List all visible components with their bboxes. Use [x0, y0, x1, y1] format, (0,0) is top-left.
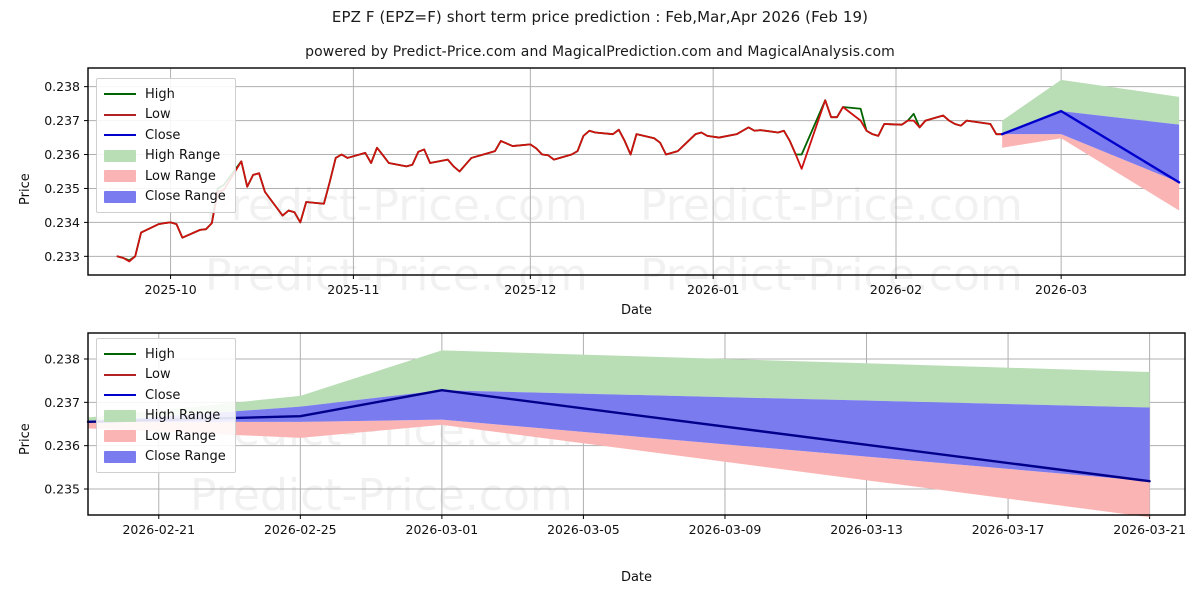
detail-xtick-label: 2026-03-01 [406, 522, 479, 537]
detail-axes-frame [87, 332, 1186, 516]
overview-plot-background [88, 68, 1185, 275]
detail-ytick-label: 0.235 [44, 482, 80, 497]
overview-legend-swatch-high [104, 88, 136, 100]
overview-legend-label: Close [145, 127, 181, 143]
detail-xtick-label: 2026-02-21 [122, 522, 195, 537]
overview-legend-label: High Range [145, 148, 221, 164]
page-subtitle: powered by Predict-Price.com and Magical… [305, 44, 895, 60]
overview-ytick-label: 0.238 [44, 79, 80, 94]
detail-xtick-label: 2026-03-21 [1113, 522, 1186, 537]
detail-legend-item-low: Low [104, 365, 226, 386]
detail-legend-swatch-close [104, 389, 136, 401]
overview-xtick-label: 2026-03 [1035, 282, 1087, 297]
overview-legend-label: Low [145, 107, 171, 123]
overview-ytick-label: 0.236 [44, 147, 80, 162]
overview-legend-item-close-range: Close Range [104, 187, 226, 208]
overview-chart-panel: Predict-Price.com Predict-Price.com Predic… [0, 60, 1200, 310]
overview-close-line [1000, 109, 1181, 184]
overview-close-range-band [1002, 111, 1180, 183]
overview-legend-item-low: Low [104, 105, 226, 126]
detail-legend-label: Low Range [145, 428, 216, 444]
overview-xtick-label: 2025-10 [144, 282, 196, 297]
overview-high-range-band [1002, 79, 1180, 135]
overview-legend-swatch-low [104, 109, 136, 121]
overview-legend-label: Close Range [145, 189, 226, 205]
overview-legend-item-low-range: Low Range [104, 166, 226, 187]
detail-ytick-label: 0.237 [44, 395, 80, 410]
detail-legend-label: Close [145, 387, 181, 403]
overview-legend-item-close: Close [104, 125, 226, 146]
overview-ytick-label: 0.235 [44, 181, 80, 196]
detail-legend-label: Low [145, 367, 171, 383]
detail-legend-swatch-high [104, 348, 136, 360]
overview-low-range-band [1002, 134, 1180, 211]
overview-legend-item-high-range: High Range [104, 146, 226, 167]
overview-x-axis-label: Date [620, 303, 653, 318]
detail-high-range-band [88, 350, 1150, 422]
detail-legend-item-close-range: Close Range [104, 447, 226, 468]
overview-low-line [116, 99, 1004, 263]
detail-legend-item-high-range: High Range [104, 406, 226, 427]
overview-legend: High Low Close High Range Low Range Close Ran… [96, 78, 236, 213]
overview-ytick-label: 0.233 [44, 249, 80, 264]
overview-legend-item-high: High [104, 84, 226, 105]
detail-legend-item-close: Close [104, 385, 226, 406]
detail-xtick-label: 2026-02-25 [264, 522, 337, 537]
detail-legend-item-high: High [104, 344, 226, 365]
detail-ytick-label: 0.238 [44, 352, 80, 367]
overview-axes-frame [87, 67, 1186, 276]
overview-legend-label: Low Range [145, 168, 216, 184]
detail-ytick-label: 0.236 [44, 438, 80, 453]
overview-y-axis-label: Price [18, 173, 33, 205]
overview-watermark: Predict-Price.com [640, 180, 1023, 231]
overview-legend-swatch-low-range [104, 170, 136, 183]
detail-watermark: Predict-Price.com [190, 470, 573, 521]
overview-legend-swatch-close [104, 129, 136, 141]
detail-xtick-label: 2026-03-05 [547, 522, 620, 537]
overview-ytick-label: 0.237 [44, 113, 80, 128]
overview-xtick-label: 2026-01 [687, 282, 739, 297]
detail-legend-label: Close Range [145, 449, 226, 465]
detail-legend-label: High [145, 346, 175, 362]
detail-legend-item-low-range: Low Range [104, 426, 226, 447]
detail-xtick-label: 2026-03-13 [830, 522, 903, 537]
overview-xtick-label: 2025-12 [504, 282, 556, 297]
overview-ytick-label: 0.234 [44, 215, 80, 230]
detail-legend-swatch-high-range [104, 409, 136, 422]
detail-legend-label: High Range [145, 408, 221, 424]
detail-y-axis-label: Price [18, 423, 33, 455]
overview-xtick-label: 2025-11 [327, 282, 379, 297]
overview-legend-swatch-close-range [104, 190, 136, 203]
overview-xtick-label: 2026-02 [870, 282, 922, 297]
overview-legend-label: High [145, 86, 175, 102]
detail-xtick-label: 2026-03-17 [972, 522, 1045, 537]
detail-legend: High Low Close High Range Low Range Close Ran… [96, 338, 236, 473]
detail-legend-swatch-low [104, 369, 136, 381]
detail-legend-swatch-low-range [104, 430, 136, 443]
overview-legend-swatch-high-range [104, 149, 136, 162]
detail-xtick-label: 2026-03-09 [689, 522, 762, 537]
page-title: EPZ F (EPZ=F) short term price predictio… [331, 8, 869, 26]
detail-close-range-band [88, 390, 1150, 482]
detail-x-axis-label: Date [620, 570, 653, 585]
detail-legend-swatch-close-range [104, 450, 136, 463]
overview-chart-svg: Predict-Price.com Predict-Price.comPredic… [44, 67, 1186, 301]
